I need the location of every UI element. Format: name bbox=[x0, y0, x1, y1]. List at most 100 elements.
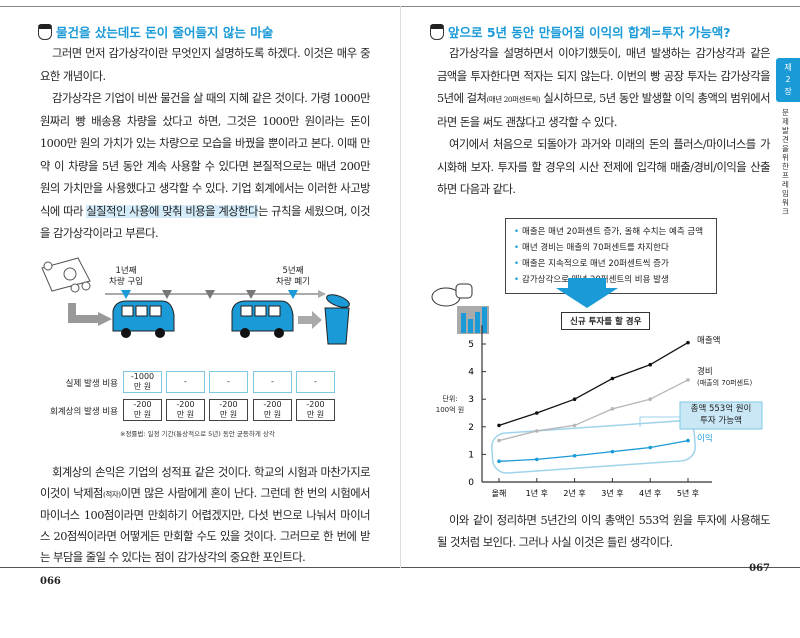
para-text: 이면 많은 사람에게 혼이 난다. 그런데 한 번의 시험에서 마이너스 100… bbox=[40, 486, 371, 564]
bullet-item: • 매출은 매년 20퍼센트 증가, 올해 수치는 예측 금액 bbox=[514, 226, 704, 237]
series-line-이익 bbox=[498, 439, 689, 462]
data-point bbox=[497, 423, 501, 427]
bullet-text: 매출은 지속적으로 매년 20퍼센트씩 증가 bbox=[522, 258, 669, 269]
series-name: 경비 bbox=[697, 367, 713, 378]
chart-title: 신규 투자를 할 경우 bbox=[561, 311, 651, 330]
highlighted-text: 실질적인 사용에 맞춰 비용을 계상한다 bbox=[86, 204, 258, 218]
depreciation-diagram-block: 1년째 차량 구입 5년째 차량 폐기 실제 발생 비용 회계상의 발생 비용 … bbox=[40, 252, 370, 452]
x-tick-label: 올해 bbox=[492, 488, 507, 498]
depreciation-diagram bbox=[41, 256, 350, 344]
data-point bbox=[610, 449, 615, 453]
van-icon bbox=[112, 300, 175, 338]
accounting-cost-cell: -200 만 원 bbox=[209, 398, 248, 421]
series-label: 이익 bbox=[697, 434, 713, 445]
right-page: 앞으로 5년 동안 만들어질 이익의 합계=투자 가능액? 감가상각을 설명하면… bbox=[430, 24, 771, 574]
timeline-marker bbox=[121, 289, 131, 299]
y-axis-label: 단위: 100억 원 bbox=[435, 394, 465, 414]
data-point bbox=[686, 438, 690, 442]
diagram-note: ※정률법: 일정 기간(통상적으로 5년) 동안 균등하게 상각 bbox=[120, 429, 275, 438]
series-name: 이익 bbox=[697, 434, 713, 445]
assumptions-box: • 매출은 매년 20퍼센트 증가, 올해 수치는 예측 금액 • 매년 경비는 매… bbox=[505, 217, 717, 294]
accounting-cost-cell: -200 만 원 bbox=[166, 398, 205, 421]
data-point bbox=[648, 362, 652, 367]
series-label: 경비 (매출의 70퍼센트) bbox=[697, 367, 752, 389]
left-para-2: 감가상각은 기업이 비싼 물건을 살 때의 지혜 같은 것이다. 가령 1000… bbox=[40, 88, 371, 246]
money-icon bbox=[41, 256, 91, 292]
series-line-경비 bbox=[498, 378, 689, 441]
data-point bbox=[535, 410, 539, 415]
accounting-cost-cell: -200 만 원 bbox=[123, 398, 162, 421]
x-tick-label: 1년 후 bbox=[526, 488, 548, 498]
bullet-text: 매출은 매년 20퍼센트 증가, 올해 수치는 예측 금액 bbox=[522, 226, 704, 237]
timeline-marker bbox=[288, 289, 298, 299]
y-tick-label: 0 bbox=[468, 478, 474, 488]
line-chart: 0 1 2 3 4 5 올해 1년 후 2년 후 3년 후 4년 후 5년 후 bbox=[431, 277, 763, 498]
series-line-매출액 bbox=[498, 341, 689, 426]
van-icon bbox=[231, 300, 294, 338]
data-point bbox=[497, 459, 501, 463]
label-year1: 1년째 차량 구입 bbox=[109, 265, 143, 287]
series-sublabel: (매출의 70퍼센트) bbox=[697, 379, 753, 388]
bullet-item: • 매년 경비는 매출의 70퍼센트를 차지한다 bbox=[514, 242, 669, 253]
para-small-text: (적자) bbox=[102, 489, 121, 499]
actual-cost-cell: - bbox=[166, 370, 205, 393]
page-number-right: 067 bbox=[749, 562, 770, 574]
para-text: 감가상각을 설명하면서 이야기했듯이, 매년 발생하는 감가상각과 같은 금액을… bbox=[437, 47, 771, 105]
accounting-cost-cell: -200 만 원 bbox=[296, 398, 335, 421]
data-point bbox=[535, 457, 539, 461]
bullet-item: • 매출은 지속적으로 매년 20퍼센트씩 증가 bbox=[514, 258, 669, 269]
callout-box bbox=[679, 401, 763, 429]
para-text: 회계상의 손익은 기업의 성적표 같은 것이다. 학교의 시험과 마찬가지로 이… bbox=[40, 465, 371, 500]
actual-cost-cell: - bbox=[209, 370, 248, 393]
actual-cost-cell: -1000 만 원 bbox=[123, 370, 162, 393]
right-heading-text: 앞으로 5년 동안 만들어질 이익의 합계=투자 가능액? bbox=[448, 25, 731, 40]
callout-text: 총액 553억 원이 투자 가능액 bbox=[690, 403, 752, 426]
down-arrow-icon bbox=[556, 277, 618, 308]
character-icon bbox=[38, 24, 52, 40]
data-point bbox=[572, 396, 577, 401]
data-point bbox=[610, 406, 615, 411]
right-para-2: 여기에서 처음으로 되돌아가 과거와 미래의 돈의 플러스/마이너스를 가시화해… bbox=[437, 138, 771, 196]
row-label-actual: 실제 발생 비용 bbox=[65, 378, 118, 389]
book-spine bbox=[400, 6, 401, 568]
data-point bbox=[572, 423, 577, 427]
para-text: 실시하므로, 5년 동안 발생할 이익 총액의 범위에서라면 돈을 써도 괜찮다… bbox=[437, 92, 771, 129]
data-point bbox=[497, 438, 501, 442]
data-point bbox=[686, 340, 690, 344]
bread-chart-icon bbox=[431, 283, 489, 334]
series-label: 매출액 bbox=[697, 336, 720, 347]
actual-cost-cell: - bbox=[296, 370, 335, 393]
accounting-cost-cell: -200 만 원 bbox=[253, 398, 292, 421]
series-name: 매출액 bbox=[697, 336, 721, 347]
label-year5: 5년째 차량 폐기 bbox=[276, 265, 310, 287]
left-page: 물건을 샀는데도 돈이 줄어들지 않는 마술 그러면 먼저 감가상각이란 무엇인… bbox=[38, 24, 371, 587]
data-point bbox=[572, 453, 577, 458]
timeline-marker bbox=[162, 289, 172, 299]
para-text: 감가상각은 기업이 비싼 물건을 살 때의 지혜 같은 것이다. 가령 1000… bbox=[40, 92, 371, 218]
l-arrow-icon bbox=[68, 302, 100, 323]
x-tick-label: 4년 후 bbox=[639, 488, 661, 498]
right-heading: 앞으로 5년 동안 만들어질 이익의 합계=투자 가능액? bbox=[430, 24, 770, 41]
data-point bbox=[686, 377, 690, 382]
right-para-1: 감가상각을 설명하면서 이야기했듯이, 매년 발생하는 감가상각과 같은 금액을… bbox=[437, 43, 771, 134]
left-heading-text: 물건을 샀는데도 돈이 줄어들지 않는 마술 bbox=[56, 25, 274, 40]
right-para-3: 이와 같이 정리하면 5년간의 이익 총액인 553억 원을 투자에 사용해도 … bbox=[437, 513, 771, 550]
row-label-accounting: 회계상의 발생 비용 bbox=[50, 406, 118, 417]
y-tick-label: 3 bbox=[468, 395, 474, 405]
y-tick-label: 4 bbox=[468, 367, 474, 377]
left-heading: 물건을 샀는데도 돈이 줄어들지 않는 마술 bbox=[38, 24, 370, 41]
character-icon bbox=[430, 24, 444, 40]
para-text: 는 규칙을 세웠으며, 이것을 감가상각이라고 부른다. bbox=[40, 204, 371, 241]
oval-profit-highlight bbox=[491, 419, 696, 474]
data-point bbox=[535, 428, 539, 433]
left-para-3: 회계상의 손익은 기업의 성적표 같은 것이다. 학교의 시험과 마찬가지로 이… bbox=[40, 462, 371, 568]
actual-cost-cell: - bbox=[253, 370, 292, 393]
chapter-tab[interactable]: 제 2 장 bbox=[776, 58, 800, 102]
y-tick-label: 5 bbox=[468, 340, 474, 350]
callout-leader bbox=[639, 416, 681, 427]
y-tick-label: 2 bbox=[468, 422, 474, 432]
bullet-text: 매년 경비는 매출의 70퍼센트를 차지한다 bbox=[522, 242, 669, 253]
timeline-marker bbox=[205, 289, 215, 299]
x-tick-label: 5년 후 bbox=[677, 488, 699, 498]
y-tick-label: 1 bbox=[468, 450, 474, 460]
